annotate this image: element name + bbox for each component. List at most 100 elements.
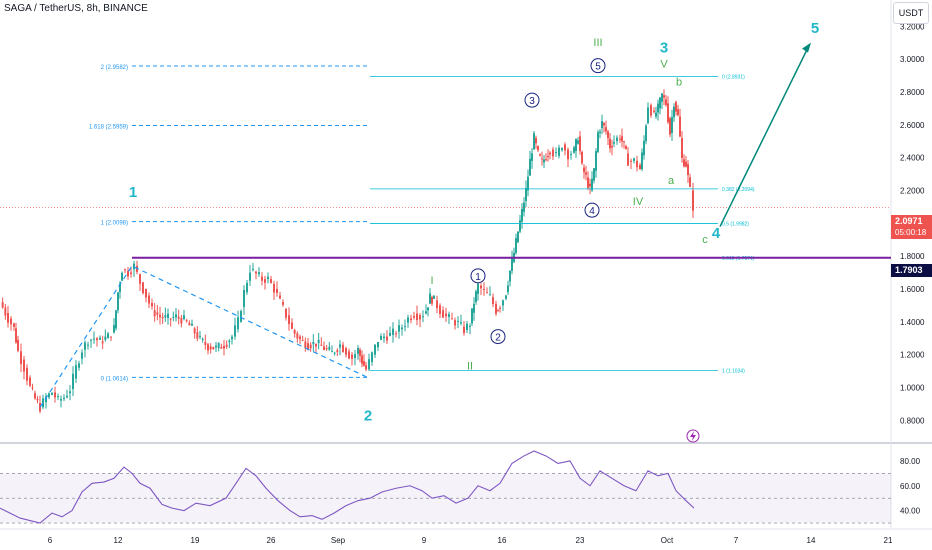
candle-body: [669, 118, 671, 135]
candle-body: [555, 152, 557, 154]
candle-body: [60, 398, 62, 401]
candle-body: [331, 351, 333, 353]
wave-trend-dashed: [39, 265, 369, 408]
fib-left-label: 1.618 (2.5959): [89, 124, 128, 130]
candle-body: [164, 315, 167, 318]
candle-body: [645, 125, 647, 142]
candle-body: [410, 318, 412, 321]
fib-left-label: 2 (2.9582): [101, 65, 128, 71]
candle-body: [127, 270, 129, 277]
candle-body: [240, 311, 242, 322]
candle-body: [636, 160, 638, 168]
candle-body: [539, 154, 541, 156]
candle-body: [293, 330, 296, 334]
wave-label-intermediate: V: [660, 58, 668, 70]
wave-label-primary: 3: [660, 40, 668, 57]
candle-body: [282, 302, 284, 305]
candle-body: [225, 344, 228, 347]
x-tick-label: Oct: [661, 536, 674, 545]
candle-body: [220, 346, 223, 349]
y-tick-label: 1.8000: [900, 252, 925, 261]
candle-body: [201, 338, 204, 340]
candle-body: [23, 359, 25, 372]
lightning-glyph: [690, 431, 696, 441]
candle-body: [312, 342, 315, 345]
candle-body: [42, 398, 44, 408]
candle-body: [667, 103, 669, 123]
candle-body: [348, 351, 350, 359]
candle-body: [357, 348, 359, 354]
candle-body: [657, 103, 659, 113]
wave-label-intermediate: IV: [633, 196, 644, 208]
candle-body: [623, 141, 625, 143]
candle-body: [595, 151, 597, 171]
candle-body: [39, 403, 41, 412]
y-tick-label: 2.4000: [900, 154, 925, 163]
axes: 3.20003.00002.80002.60002.40002.20002.00…: [48, 22, 925, 545]
candle-body: [258, 272, 260, 275]
candle-body: [495, 303, 497, 314]
x-tick-label: 12: [114, 536, 123, 545]
candle-body: [653, 110, 655, 113]
candle-body: [422, 316, 424, 318]
candle-body: [677, 109, 679, 116]
candle-body: [401, 327, 403, 330]
candle-body: [270, 279, 272, 283]
candle-body: [96, 338, 98, 341]
fib-right-label: 0.5 (1.9982): [722, 222, 749, 228]
candle-body: [679, 116, 681, 137]
candle-body: [431, 297, 433, 304]
candle-body: [115, 310, 117, 329]
candle-body: [20, 351, 22, 364]
candle-body: [26, 367, 28, 381]
candle-body: [215, 345, 217, 348]
candle-body: [101, 341, 104, 344]
candle-body: [223, 345, 225, 349]
forecast-arrow-line: [719, 47, 809, 227]
candle-body: [228, 340, 231, 343]
candle-body: [279, 295, 281, 299]
candle-body: [342, 344, 344, 353]
candle-body: [36, 398, 39, 401]
candle-body: [209, 346, 212, 350]
candle-body: [492, 297, 494, 305]
candle-body: [185, 320, 188, 322]
candle-body: [583, 167, 585, 173]
candle-body: [81, 352, 83, 359]
candle-body: [386, 336, 388, 341]
candle-body: [29, 377, 31, 386]
candle-body: [133, 263, 135, 270]
candle-body: [436, 300, 438, 309]
candle-body: [395, 333, 397, 335]
candle-body: [639, 165, 641, 170]
candle-body: [673, 106, 675, 118]
candle-body: [234, 325, 236, 337]
candle-body: [328, 346, 331, 350]
candle-body: [249, 272, 251, 281]
wave-label-circle: [590, 58, 606, 74]
currency-button[interactable]: USDT: [893, 2, 929, 24]
wave-label-abc: a: [668, 175, 675, 187]
x-tick-label: 19: [191, 536, 200, 545]
x-tick-label: 9: [422, 536, 427, 545]
wave-label-intermediate: I: [430, 275, 433, 287]
candle-body: [665, 99, 667, 105]
candle-body: [675, 101, 677, 112]
candle-body: [309, 344, 312, 349]
candle-body: [457, 320, 459, 322]
candle-body: [339, 344, 341, 348]
candle-body: [579, 136, 581, 152]
candle-body: [180, 317, 183, 324]
candle-body: [471, 308, 473, 324]
wave-label-primary: 5: [811, 20, 819, 37]
candle-body: [212, 346, 215, 350]
candle-body: [619, 138, 621, 140]
y-tick-label: 1.4000: [900, 318, 925, 327]
candle-body: [54, 392, 56, 398]
candle-body: [188, 322, 191, 326]
candle-body: [159, 314, 161, 318]
candle-body: [433, 295, 435, 299]
candle-body: [505, 295, 507, 299]
candle-body: [252, 268, 254, 270]
